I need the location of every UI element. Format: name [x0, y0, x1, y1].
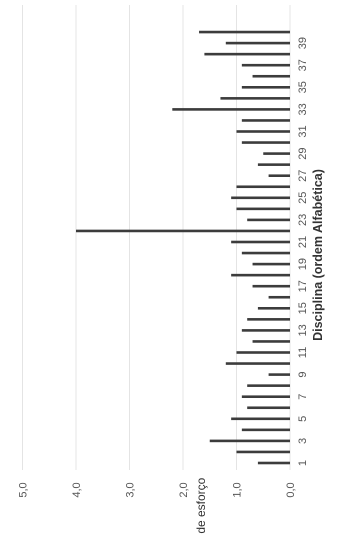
bar — [172, 108, 290, 111]
bars — [76, 30, 290, 465]
category-tick-label: 39 — [297, 37, 309, 49]
bar — [257, 307, 290, 310]
category-tick-label: 33 — [297, 103, 309, 115]
bar — [252, 284, 290, 288]
bar — [263, 152, 290, 155]
bar — [241, 141, 290, 144]
bar — [252, 74, 290, 78]
value-tick-label: 1,0 — [232, 482, 244, 497]
bar — [257, 461, 290, 465]
category-tick-label: 11 — [297, 347, 309, 358]
value-tick-label: 4,0 — [71, 482, 83, 497]
value-tick-label: 0,0 — [285, 482, 297, 497]
bar — [236, 351, 290, 354]
bar — [268, 295, 290, 299]
bar — [257, 163, 290, 166]
value-tick-label: 5,0 — [18, 482, 30, 497]
category-tick-label: 7 — [297, 394, 309, 400]
bar — [252, 262, 290, 266]
category-tick-label: 21 — [297, 236, 309, 248]
value-tick-label: 3,0 — [125, 482, 137, 497]
bar — [225, 41, 290, 45]
bar — [231, 240, 290, 244]
bar — [247, 218, 290, 222]
value-axis-ticks: 0,0 1,0 2,0 3,0 4,0 5,0 — [18, 482, 298, 497]
bar — [247, 384, 290, 387]
value-axis-title: Taxa de esforço — [194, 477, 208, 537]
bar — [209, 439, 290, 443]
bar — [236, 450, 290, 454]
category-tick-label: 19 — [297, 258, 309, 270]
category-tick-label: 15 — [297, 302, 309, 314]
gridlines — [22, 5, 291, 470]
bar — [236, 185, 290, 189]
bar — [241, 86, 290, 89]
category-tick-label: 37 — [297, 59, 309, 71]
category-tick-label: 35 — [297, 81, 309, 93]
bar — [225, 362, 290, 365]
category-axis-title: Disciplina (ordem Alfabética) — [311, 169, 325, 341]
bar — [268, 373, 290, 376]
category-tick-label: 23 — [297, 214, 309, 226]
category-tick-label: 9 — [297, 372, 309, 378]
category-tick-label: 17 — [297, 280, 309, 292]
bar — [204, 52, 290, 56]
bar — [247, 406, 290, 410]
category-tick-label: 27 — [297, 170, 309, 182]
bar — [252, 340, 290, 343]
bar — [241, 63, 290, 67]
bar — [268, 174, 290, 177]
category-tick-label: 5 — [297, 416, 309, 422]
category-tick-label: 13 — [297, 324, 309, 336]
category-tick-label: 31 — [297, 125, 309, 137]
bar — [241, 395, 290, 398]
bar — [241, 428, 290, 432]
category-tick-label: 3 — [297, 438, 309, 444]
bar — [236, 207, 290, 211]
category-tick-label: 1 — [297, 460, 309, 466]
bar — [241, 119, 290, 122]
bar — [76, 229, 290, 233]
bar — [241, 251, 290, 255]
bar — [231, 417, 290, 421]
category-tick-label: 29 — [297, 147, 309, 159]
bar — [241, 329, 290, 332]
value-tick-label: 2,0 — [178, 482, 190, 497]
category-tick-label: 25 — [297, 192, 309, 204]
bar — [247, 318, 290, 321]
bar — [231, 196, 290, 200]
bar — [199, 30, 290, 34]
bar — [236, 130, 290, 133]
bar — [220, 97, 290, 100]
bar — [231, 273, 290, 277]
